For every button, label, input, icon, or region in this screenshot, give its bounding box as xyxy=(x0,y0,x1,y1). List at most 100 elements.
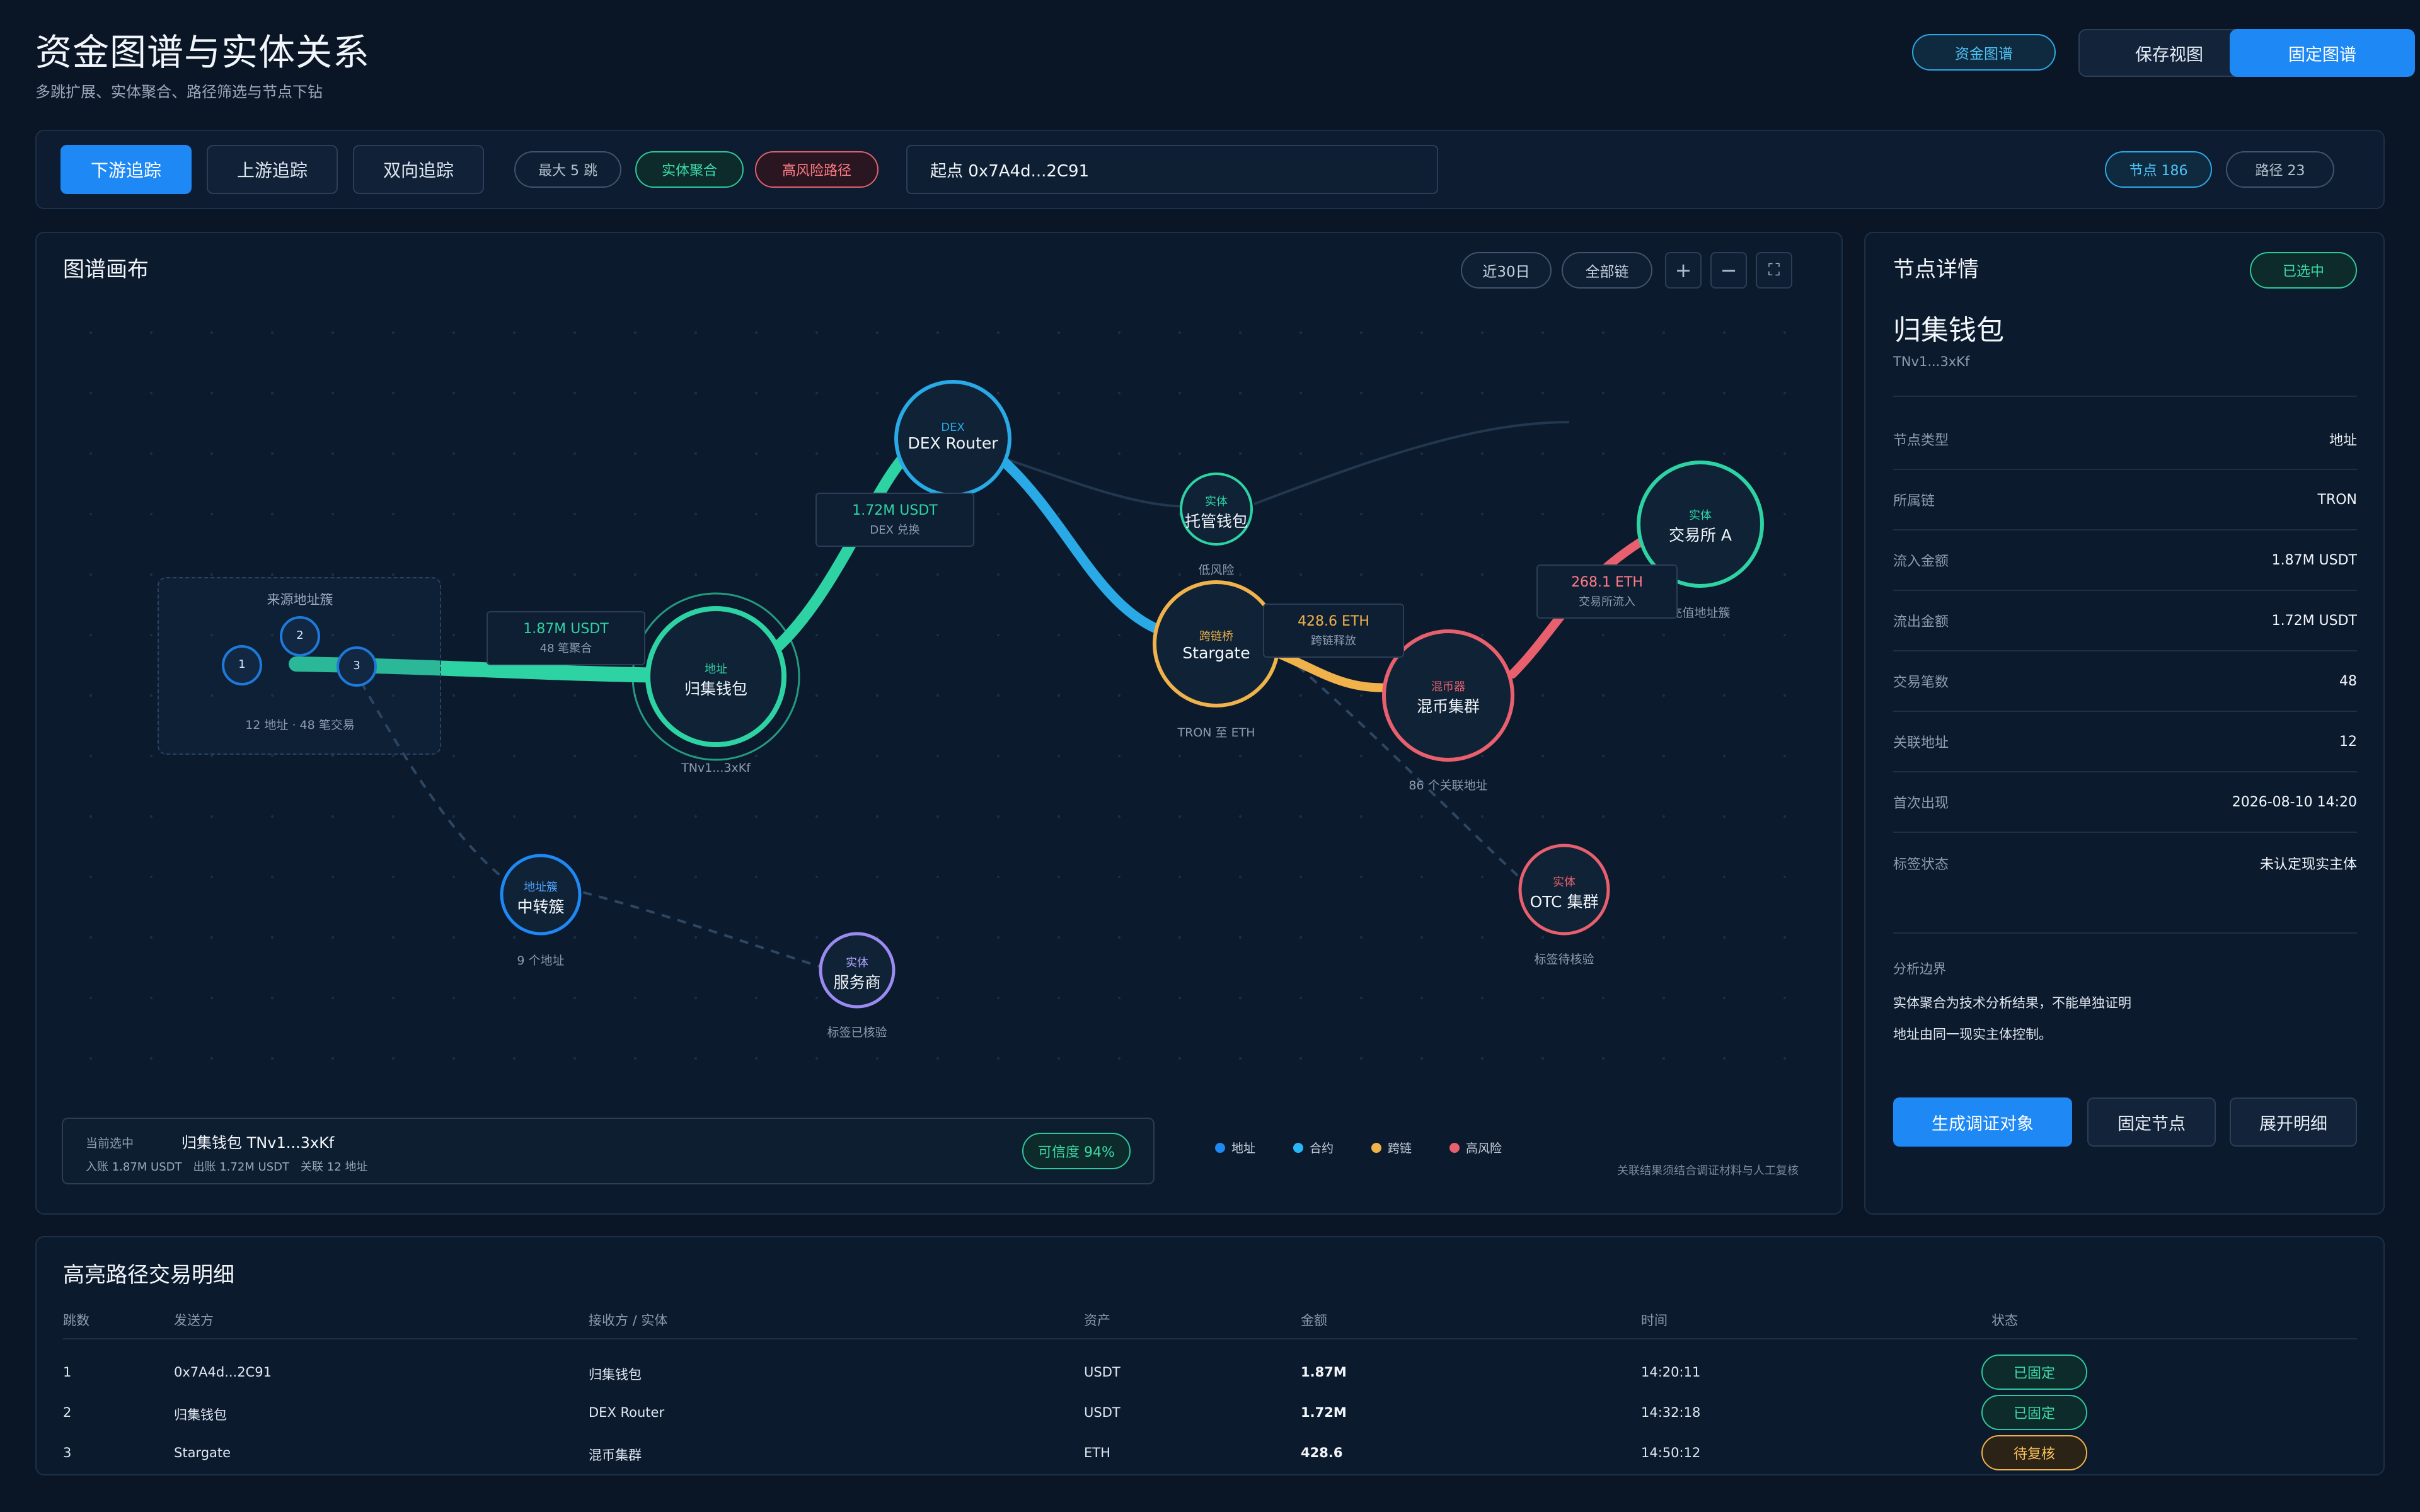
table-title: 高亮路径交易明细 xyxy=(63,1263,234,1288)
edge-label-1[interactable]: 1.87M USDT 48 笔聚合 xyxy=(487,611,645,665)
pin-node-button[interactable]: 固定节点 xyxy=(2087,1097,2216,1147)
provider-node-type: 实体 xyxy=(845,956,868,970)
cluster-node-2-label[interactable]: 2 xyxy=(296,629,304,642)
legend-contract-dot xyxy=(1293,1142,1303,1153)
page-subtitle: 多跳扩展、实体聚合、路径筛选与节点下钻 xyxy=(35,83,323,101)
edge-label-2-sub: DEX 兑换 xyxy=(870,524,920,537)
zoom-out-icon[interactable]: − xyxy=(1710,252,1747,289)
edge-transit-provider xyxy=(567,887,833,971)
row3-amount: 428.6 xyxy=(1301,1445,1343,1460)
node-count-badge[interactable]: 节点 186 xyxy=(2105,151,2212,188)
row1-asset: USDT xyxy=(1084,1365,1121,1380)
custody-node-type: 实体 xyxy=(1204,495,1228,508)
detail-row-tx-count-value: 48 xyxy=(2339,673,2357,689)
row2-time: 14:32:18 xyxy=(1641,1405,1701,1420)
row3-sender[interactable]: Stargate xyxy=(174,1445,231,1460)
otc-node-type: 实体 xyxy=(1552,876,1576,889)
row2-sender[interactable]: 归集钱包 xyxy=(174,1407,227,1423)
otc-node-label[interactable]: 实体 OTC 集群 xyxy=(1530,873,1599,912)
source-address-cluster[interactable] xyxy=(158,577,441,755)
graph-canvas-title: 图谱画布 xyxy=(63,257,149,282)
custody-node-label[interactable]: 实体 托管钱包 xyxy=(1185,493,1248,532)
zoom-in-icon[interactable]: + xyxy=(1665,252,1702,289)
graph-footnote: 关联结果须结合调证材料与人工复核 xyxy=(1617,1164,1799,1177)
exchange-node-caption: 充值地址簇 xyxy=(1670,606,1731,620)
row3-time: 14:50:12 xyxy=(1641,1445,1701,1460)
th-hop: 跳数 xyxy=(63,1313,89,1328)
time-range-button[interactable]: 近30日 xyxy=(1461,252,1552,289)
detail-row-type-value: 地址 xyxy=(2329,433,2357,449)
edge-label-4[interactable]: 268.1 ETH 交易所流入 xyxy=(1536,564,1678,619)
detail-row-inflow-key: 流入金额 xyxy=(1893,554,1949,570)
row2-amount: 1.72M xyxy=(1301,1405,1347,1420)
node-mixer xyxy=(1382,629,1514,762)
mixer-node-caption: 86 个关联地址 xyxy=(1409,779,1488,793)
node-wallet-ring xyxy=(631,592,800,761)
detail-row-linked: 关联地址 12 xyxy=(1893,712,2357,772)
cluster-node-1-label[interactable]: 1 xyxy=(238,658,246,671)
tab-bidirectional[interactable]: 双向追踪 xyxy=(353,145,484,194)
dex-node-label[interactable]: DEX DEX Router xyxy=(908,421,998,452)
expand-details-button[interactable]: 展开明细 xyxy=(2230,1097,2357,1147)
detail-row-chain-value: TRON xyxy=(2317,491,2358,508)
fund-graph-badge[interactable]: 资金图谱 xyxy=(1912,34,2056,71)
start-point-input[interactable]: 起点 0x7A4d...2C91 xyxy=(906,145,1438,194)
edge-label-3-value: 428.6 ETH xyxy=(1298,614,1369,629)
fit-view-icon[interactable]: ⛶ xyxy=(1756,252,1792,289)
generate-evidence-button[interactable]: 生成调证对象 xyxy=(1893,1097,2072,1147)
mixer-node-label[interactable]: 混币器 混币集群 xyxy=(1417,678,1480,717)
provider-node-label[interactable]: 实体 服务商 xyxy=(833,954,880,993)
cluster-node-2 xyxy=(280,616,320,656)
max-hops-filter[interactable]: 最大 5 跳 xyxy=(514,151,621,188)
detail-row-tx-count-key: 交易笔数 xyxy=(1893,675,1949,690)
row3-receiver[interactable]: 混币集群 xyxy=(589,1448,642,1463)
selected-node-details: 入账 1.87M USDT 出账 1.72M USDT 关联 12 地址 xyxy=(86,1160,368,1174)
edge-label-3[interactable]: 428.6 ETH 跨链释放 xyxy=(1263,604,1404,658)
table-header-divider xyxy=(63,1338,2357,1339)
edge-label-1-value: 1.87M USDT xyxy=(523,621,609,637)
exchange-node-label[interactable]: 实体 交易所 A xyxy=(1669,507,1732,546)
legend-address: 地址 xyxy=(1215,1139,1255,1156)
legend-crosschain-label: 跨链 xyxy=(1388,1142,1412,1155)
otc-node-name: OTC 集群 xyxy=(1530,893,1599,911)
detail-node-address: TNv1...3xKf xyxy=(1893,354,1970,369)
th-sender: 发送方 xyxy=(174,1313,214,1328)
edge-custody-far xyxy=(1253,421,1570,505)
otc-node-caption: 标签待核验 xyxy=(1534,953,1594,966)
mixer-node-type: 混币器 xyxy=(1431,680,1465,694)
tab-downstream[interactable]: 下游追踪 xyxy=(60,145,192,194)
detail-divider-2 xyxy=(1893,932,2357,934)
detail-row-first-seen-value: 2026-08-10 14:20 xyxy=(2232,794,2357,810)
confidence-badge: 可信度 94% xyxy=(1022,1133,1131,1169)
detail-row-linked-value: 12 xyxy=(2339,733,2357,750)
wallet-node-label[interactable]: 地址 归集钱包 xyxy=(684,660,747,699)
selected-node-name: 归集钱包 TNv1...3xKf xyxy=(182,1134,335,1152)
pin-graph-button[interactable]: 固定图谱 xyxy=(2230,29,2415,77)
edge-label-1-sub: 48 笔聚合 xyxy=(539,642,592,655)
edge-label-2[interactable]: 1.72M USDT DEX 兑换 xyxy=(815,493,974,547)
th-status: 状态 xyxy=(1991,1313,2018,1328)
row1-receiver[interactable]: 归集钱包 xyxy=(589,1367,642,1382)
tab-upstream[interactable]: 上游追踪 xyxy=(207,145,338,194)
chain-filter-button[interactable]: 全部链 xyxy=(1562,252,1652,289)
edge-label-3-sub: 跨链释放 xyxy=(1311,634,1356,648)
entity-aggregation-filter[interactable]: 实体聚合 xyxy=(635,151,744,188)
row1-sender[interactable]: 0x7A4d...2C91 xyxy=(174,1365,272,1380)
th-amount: 金额 xyxy=(1301,1313,1327,1328)
selected-label: 当前选中 xyxy=(86,1137,134,1150)
detail-row-label-status-value: 未认定现实主体 xyxy=(2259,857,2357,873)
bridge-node-label[interactable]: 跨链桥 Stargate xyxy=(1182,627,1250,662)
detail-divider xyxy=(1893,396,2357,397)
row2-hop: 2 xyxy=(63,1405,72,1420)
detail-row-outflow-value: 1.72M USDT xyxy=(2271,612,2357,629)
transit-node-caption: 9 个地址 xyxy=(517,954,565,968)
transit-node-label[interactable]: 地址簇 中转簇 xyxy=(517,878,564,917)
high-risk-path-filter[interactable]: 高风险路径 xyxy=(755,151,879,188)
detail-row-inflow: 流入金额 1.87M USDT xyxy=(1893,530,2357,591)
detail-row-outflow-key: 流出金额 xyxy=(1893,614,1949,630)
cluster-node-3-label[interactable]: 3 xyxy=(353,659,360,672)
path-count-badge[interactable]: 路径 23 xyxy=(2226,151,2334,188)
row1-time: 14:20:11 xyxy=(1641,1365,1701,1380)
row2-receiver[interactable]: DEX Router xyxy=(589,1405,665,1420)
